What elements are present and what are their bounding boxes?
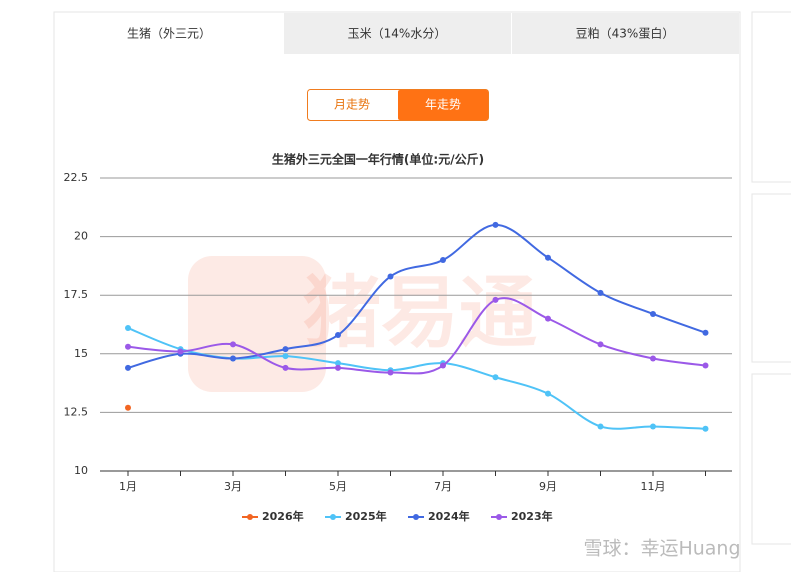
chart-title: 生猪外三元全国一年行情(单位:元/公斤) xyxy=(272,152,484,167)
tab-bg xyxy=(284,13,511,54)
x-tick-label: 1月 xyxy=(119,480,137,493)
legend-marker xyxy=(330,514,336,520)
y-tick-label: 15 xyxy=(74,347,88,360)
point xyxy=(335,360,341,367)
legend-marker xyxy=(247,514,253,520)
point xyxy=(125,343,131,350)
legend-label: 2026年 xyxy=(262,509,304,523)
point xyxy=(335,364,341,371)
button-active[interactable] xyxy=(398,90,488,120)
point xyxy=(492,221,499,228)
point xyxy=(650,355,656,362)
point xyxy=(597,423,604,430)
x-tick-label: 3月 xyxy=(224,480,242,493)
y-tick-label: 20 xyxy=(74,230,88,243)
legend-marker xyxy=(496,514,502,520)
point xyxy=(230,355,236,362)
x-tick-label: 5月 xyxy=(329,480,347,493)
y-tick-label: 17.5 xyxy=(64,288,89,301)
point xyxy=(597,289,604,296)
legend-label: 2025年 xyxy=(345,509,387,523)
button[interactable]: 月走势 xyxy=(334,98,370,112)
point xyxy=(702,425,709,432)
x-tick-label: 9月 xyxy=(539,480,557,493)
point xyxy=(387,369,394,376)
x-tick-label: 11月 xyxy=(641,480,666,493)
point xyxy=(545,390,551,397)
point xyxy=(387,273,394,280)
tab[interactable]: 玉米（14%水分） xyxy=(348,27,447,41)
point xyxy=(125,364,131,371)
y-tick-label: 22.5 xyxy=(64,171,89,184)
watermark: 雪球：幸运Huang xyxy=(583,538,740,560)
legend-label: 2024年 xyxy=(428,509,470,523)
side-panel xyxy=(751,193,791,363)
point xyxy=(282,364,289,371)
point xyxy=(650,310,656,317)
tab-bg xyxy=(512,13,739,54)
point xyxy=(545,254,551,261)
legend-marker xyxy=(413,514,419,520)
x-tick-label: 7月 xyxy=(434,480,452,493)
point xyxy=(125,404,131,411)
legend-label: 2023年 xyxy=(511,509,553,523)
point xyxy=(492,296,499,303)
side-panel xyxy=(751,11,791,183)
point xyxy=(492,374,499,381)
tab[interactable]: 生猪（外三元） xyxy=(127,27,211,41)
point xyxy=(125,325,131,332)
watermark: 猪易通 xyxy=(303,268,537,358)
point xyxy=(702,329,709,336)
point xyxy=(282,353,289,360)
point xyxy=(335,332,341,339)
point xyxy=(702,362,709,369)
point xyxy=(440,362,446,369)
point xyxy=(230,341,236,348)
tab[interactable]: 豆粕（43%蛋白） xyxy=(576,26,675,41)
button[interactable]: 年走势 xyxy=(425,98,461,112)
point xyxy=(650,423,656,430)
point xyxy=(597,341,604,348)
point xyxy=(177,348,184,355)
point xyxy=(545,315,551,322)
point xyxy=(440,257,446,264)
y-tick-label: 10 xyxy=(74,464,88,477)
point xyxy=(282,346,289,353)
y-tick-label: 12.5 xyxy=(64,405,89,418)
side-panel xyxy=(751,373,791,545)
